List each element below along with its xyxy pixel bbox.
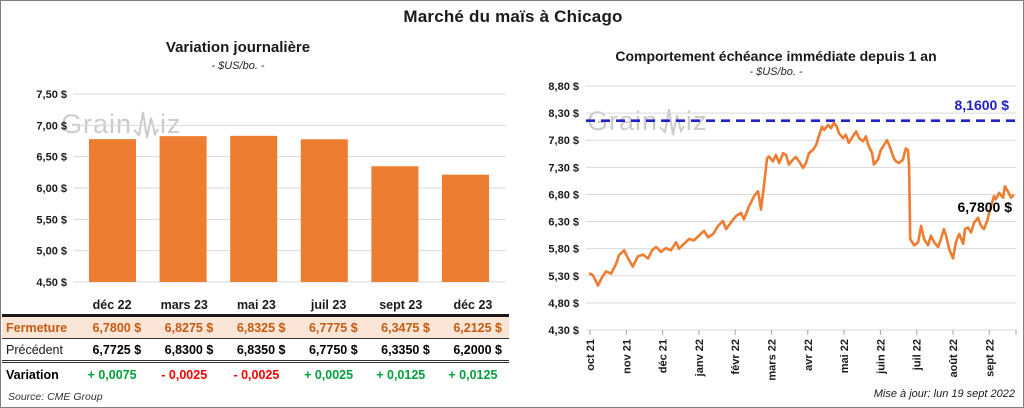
x-axis-tick-label: déc 21 [658,339,670,373]
previous-price-cell: 6,2000 $ [453,342,502,357]
y-axis-tick-label: 5,00 $ [36,246,67,258]
close-price-cell: 6,8325 $ [236,320,286,335]
col-header: déc 22 [92,297,132,312]
y-axis-tick-label: 6,00 $ [36,183,67,195]
col-header: juil 23 [310,297,347,312]
previous-price-cell: 6,8300 $ [164,342,214,357]
close-price-cell: 6,8275 $ [164,320,214,335]
price-table: déc 22 mars 23 mai 23 juil 23 sept 23 dé… [2,295,509,387]
grainviz-watermark: Grain iz [61,107,182,141]
table-header-row: déc 22 mars 23 mai 23 juil 23 sept 23 dé… [2,295,509,317]
spike-logo-icon [133,111,159,139]
page-title: Marché du maïs à Chicago [403,7,623,26]
last-price-label: 6,7800 $ [957,199,1013,215]
previous-price-cell: 6,3350 $ [381,342,430,357]
y-axis-tick-label: 5,50 $ [36,214,67,226]
bar-chart-subtitle: - $US/bo. - [211,60,265,72]
x-axis-tick-label: mars 22 [767,339,779,381]
bar-déc 23 [442,174,489,282]
row-label: Précédent [6,342,63,357]
daily-variation-bar-chart: 7,50 $ 7,00 $ 6,50 $ 6,00 $ 5,50 $ 5,00 $ 4,50… [36,89,506,289]
close-price-cell: 6,7775 $ [308,320,358,335]
updated-note: Mise à jour: lun 19 sept 2022 [873,388,1015,400]
close-price-cell: 6,3475 $ [381,320,430,335]
bar-mars 23 [159,136,207,282]
x-axis-tick-label: août 22 [948,339,960,378]
table-row-fermeture: Fermeture 6,7800 $ 6,8275 $ 6,8325 $ 6,7… [2,317,509,339]
col-header: sept 23 [379,297,423,312]
variation-cell: + 0,0125 [448,368,498,382]
y-axis-tick-label: 6,80 $ [548,189,579,201]
variation-cell: + 0,0125 [376,368,426,382]
table-row-precedent: Précédent 6,7725 $ 6,8300 $ 6,8350 $ 6,7… [2,339,509,363]
x-axis-tick-label: janv 22 [694,339,706,377]
line-chart-subtitle: - $US/bo. - [749,66,803,78]
y-axis-tick-label: 8,80 $ [548,81,579,93]
bar-déc 22 [89,139,136,282]
x-axis-tick-label: juil 22 [912,339,924,371]
close-price-cell: 6,7800 $ [92,320,142,335]
x-axis-tick-label: févr 22 [730,339,742,374]
col-header: déc 23 [453,297,493,312]
close-price-cell: 6,2125 $ [453,320,502,335]
y-axis-tick-label: 8,30 $ [548,108,579,120]
previous-price-cell: 6,7725 $ [92,342,142,357]
x-axis-tick-label: sept 22 [984,339,996,377]
price-line-series [588,121,1015,287]
y-axis-tick-label: 7,00 $ [36,120,67,132]
table-row-variation: Variation + 0,0075 - 0,0025 - 0,0025 + 0… [2,363,509,387]
x-axis-tick-label: mai 22 [839,339,851,373]
variation-cell: - 0,0025 [161,368,208,382]
watermark-text: iz [160,108,182,139]
y-axis-tick-label: 4,30 $ [548,325,579,337]
source-note: Source: CME Group [8,391,103,403]
bar-mai 23 [230,135,278,282]
col-header: mars 23 [160,297,208,312]
bar-sept 23 [371,166,419,282]
y-axis-tick-label: 6,50 $ [36,152,67,164]
variation-cell: - 0,0025 [233,368,280,382]
ref-line-value-label: 8,1600 $ [954,97,1010,113]
x-axis-tick-label: nov 21 [621,339,633,374]
bar-juil 23 [300,139,348,282]
previous-price-cell: 6,8350 $ [236,342,286,357]
y-axis-tick-label: 7,30 $ [548,162,579,174]
y-axis-tick-label: 4,80 $ [548,298,579,310]
front-month-line-chart: 8,80 $ 8,30 $ 7,80 $ 7,30 $ 6,80 $ 6,30 $ 5,80… [548,81,1017,381]
y-axis-tick-label: 5,30 $ [548,271,579,283]
y-axis-tick-label: 7,50 $ [36,89,67,101]
y-axis-tick-label: 7,80 $ [548,135,579,147]
watermark-text: Grain [61,108,133,139]
variation-cell: + 0,0025 [304,368,354,382]
y-axis-tick-label: 4,50 $ [36,277,67,289]
y-axis-tick-label: 6,30 $ [548,217,579,229]
row-label: Fermeture [6,320,68,335]
spike-logo-icon [659,108,685,136]
bar-chart-title: Variation journalière [165,39,311,56]
x-axis-tick-label: juin 22 [875,339,887,375]
variation-cell: + 0,0075 [87,368,137,382]
line-chart-title: Comportement échéance immédiate depuis 1… [615,48,937,64]
y-axis-tick-label: 5,80 $ [548,244,579,256]
x-axis-tick-label: avr 22 [803,339,815,371]
row-label: Variation [6,368,59,382]
col-header: mai 23 [236,297,276,312]
previous-price-cell: 6,7750 $ [308,342,358,357]
x-axis-tick-label: oct 21 [585,339,597,371]
